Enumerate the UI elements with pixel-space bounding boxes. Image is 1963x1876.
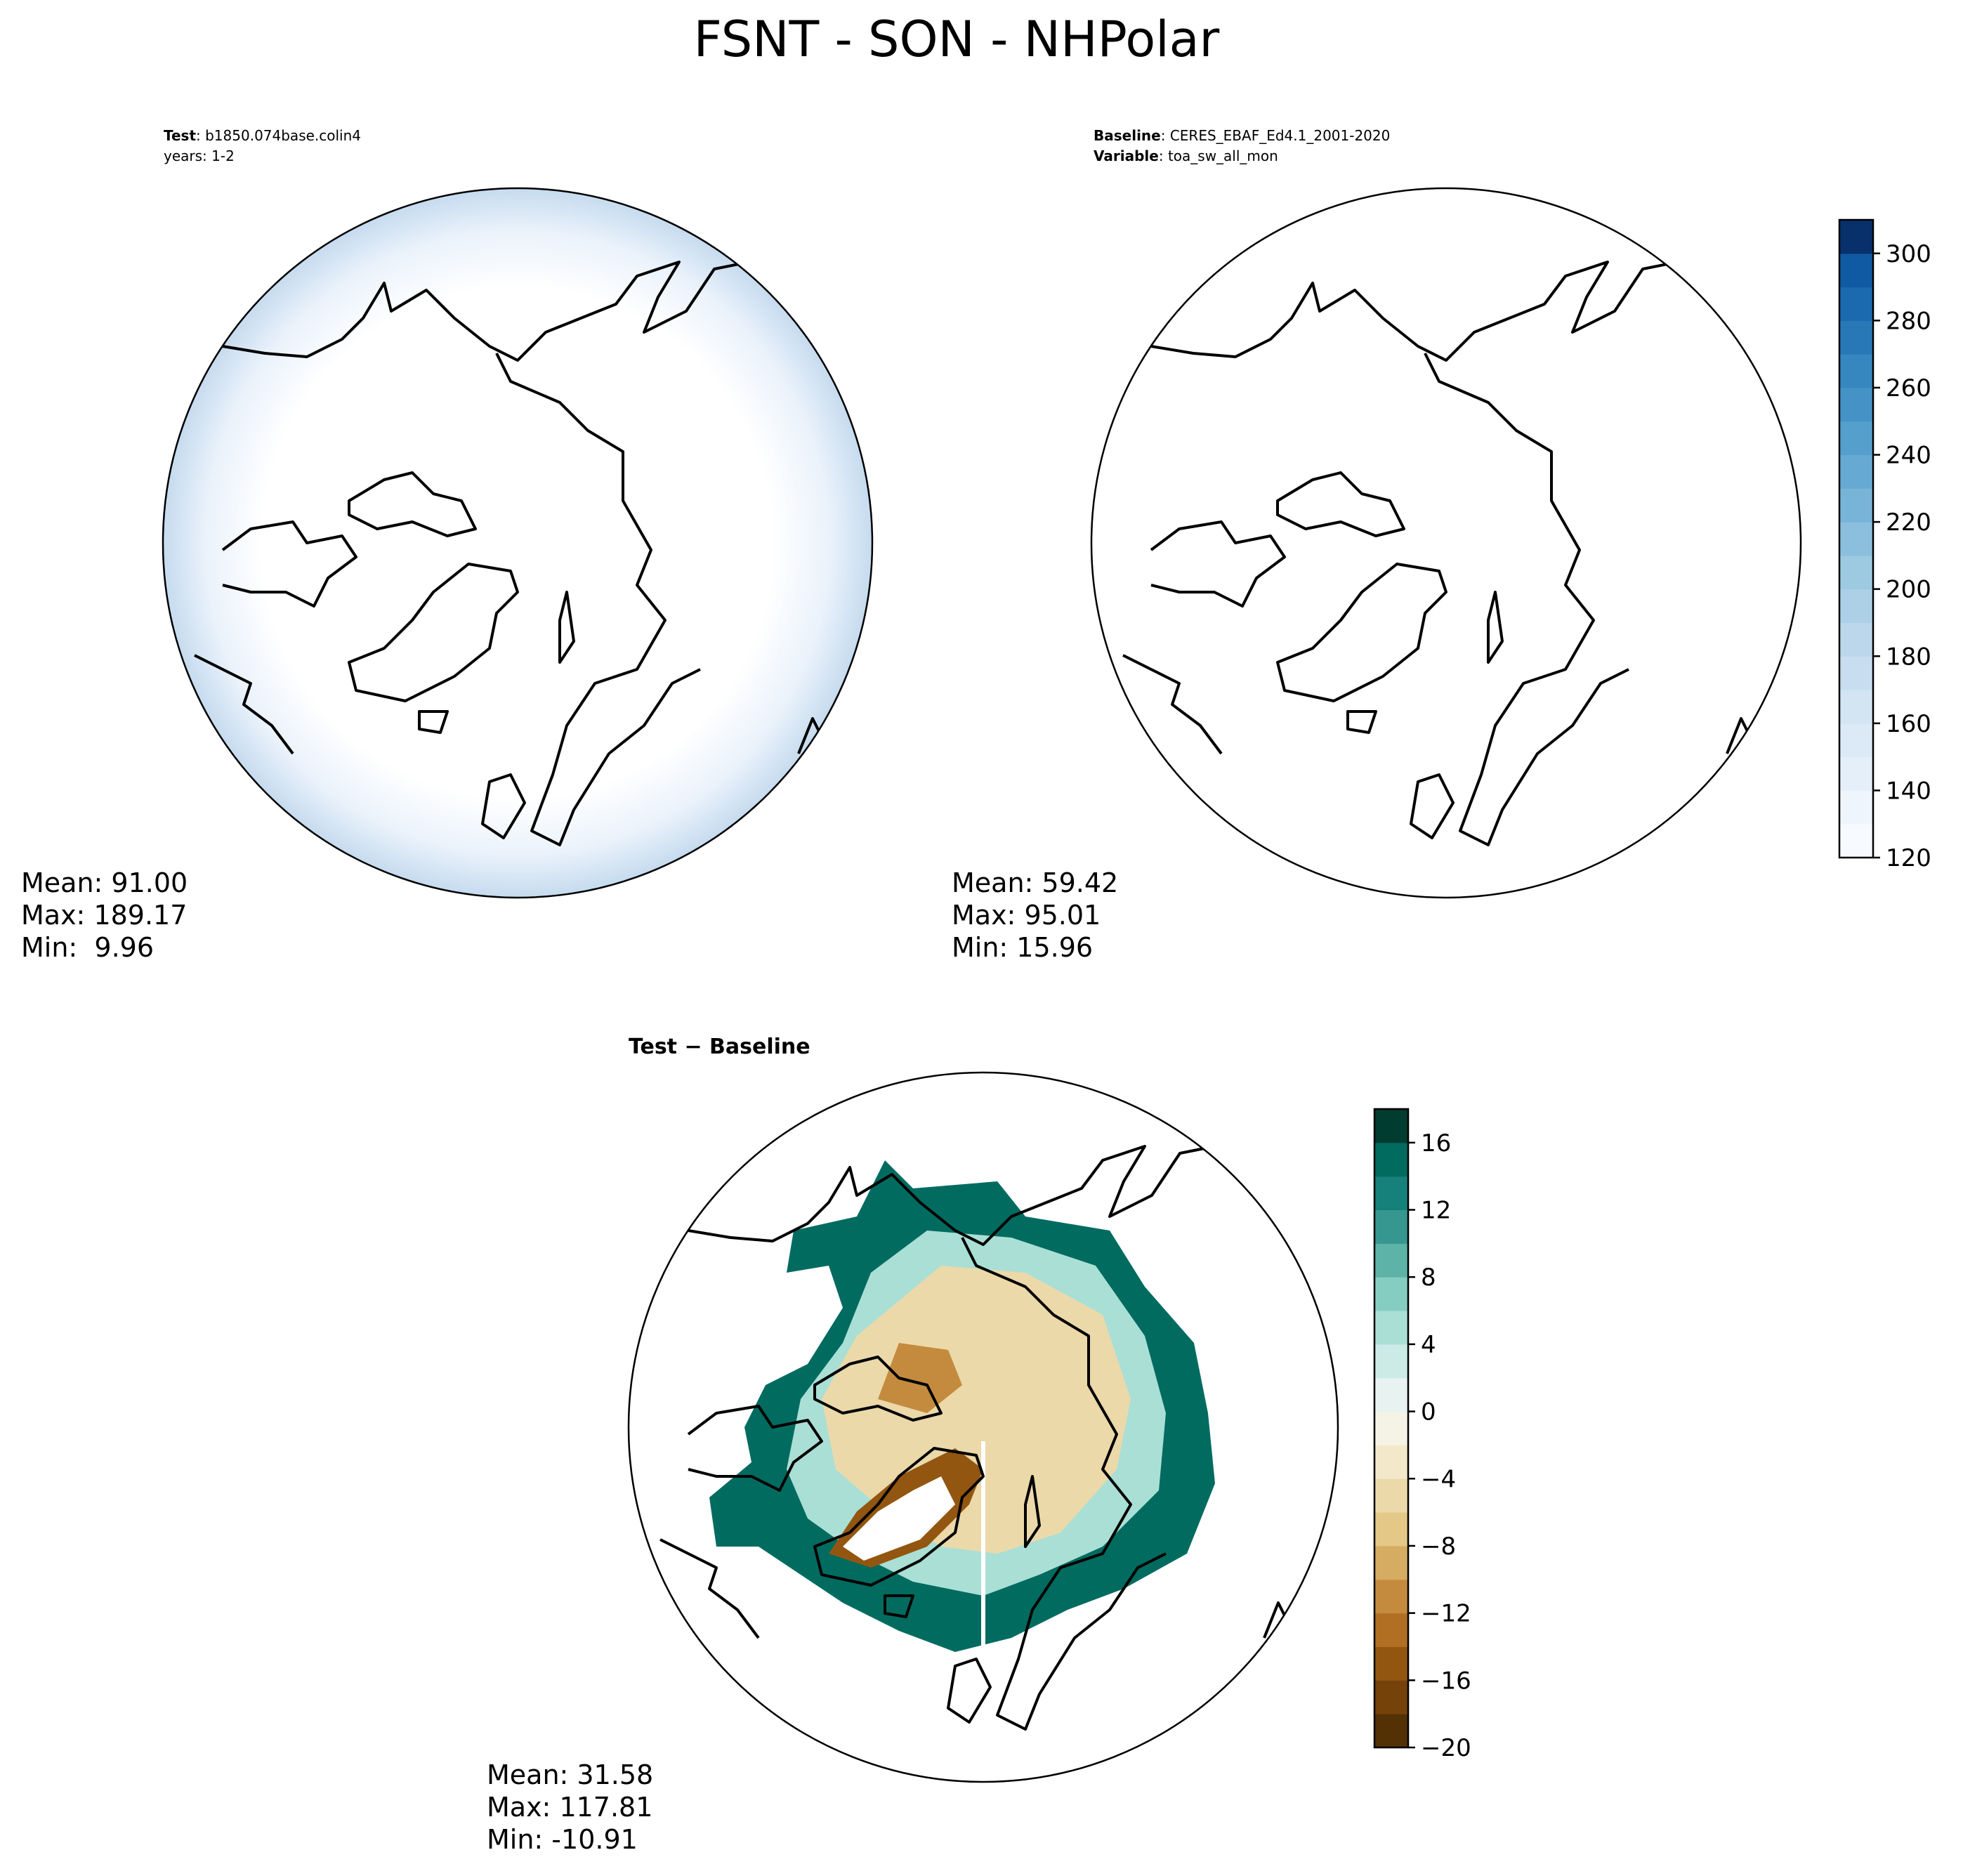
- stat-line: Min: 9.96: [21, 932, 154, 963]
- colorbar-tick-label: 4: [1421, 1331, 1436, 1359]
- colorbar-level: [1374, 1209, 1408, 1244]
- colorbar-level: [1839, 589, 1873, 623]
- colorbar-level: [1374, 1613, 1408, 1647]
- field-fill: [1091, 188, 1801, 898]
- field-fill: [163, 188, 872, 898]
- header-label: Test: [164, 127, 196, 144]
- colorbar-level: [1839, 220, 1873, 254]
- stat-line: Min: 15.96: [952, 932, 1093, 963]
- colorbar-level: [1839, 690, 1873, 724]
- header-label: Variable: [1094, 147, 1159, 164]
- colorbar-tick-label: 220: [1886, 509, 1931, 537]
- colorbar-level: [1839, 287, 1873, 321]
- difference-field: [709, 1160, 1215, 1659]
- panel-header: Baseline: CERES_EBAF_Ed4.1_2001-2020: [1094, 127, 1390, 144]
- stat-line: Max: 95.01: [952, 900, 1101, 931]
- map-boundary: [627, 1071, 1339, 1783]
- colorbar: 120 140 160 180 200 220 240 260 280 300: [1838, 218, 1931, 872]
- panel-header: Variable: toa_sw_all_mon: [1094, 147, 1278, 164]
- colorbar-tick-label: 180: [1886, 643, 1931, 671]
- colorbar-level: [1839, 253, 1873, 288]
- panel-header: Test: b1850.074base.colin4: [164, 127, 361, 144]
- colorbar-level: [1839, 622, 1873, 657]
- header-value: years: 1-2: [164, 147, 235, 164]
- colorbar-tick-label: 120: [1886, 844, 1931, 872]
- colorbar-level: [1839, 522, 1873, 556]
- colorbar-tick-label: 280: [1886, 307, 1931, 335]
- colorbar-tick-label: 200: [1886, 576, 1931, 604]
- colorbar-tick-label: −16: [1421, 1667, 1471, 1695]
- stat-line: Max: 117.81: [487, 1792, 652, 1823]
- colorbar-level: [1374, 1109, 1408, 1143]
- colorbar-level: [1374, 1277, 1408, 1311]
- greenland-gap: [843, 1476, 955, 1561]
- map-test: [162, 187, 874, 899]
- brown-region: [878, 1343, 962, 1413]
- colorbar-level: [1374, 1512, 1408, 1547]
- colorbar-level: [1374, 1545, 1408, 1580]
- colorbar-level: [1839, 790, 1873, 825]
- colorbar-level: [1374, 1680, 1408, 1714]
- stat-line: Mean: 31.58: [487, 1759, 653, 1790]
- colorbar-tick-label: 160: [1886, 710, 1931, 738]
- colorbar-tick-label: 0: [1421, 1398, 1436, 1426]
- header-value: : b1850.074base.colin4: [196, 127, 361, 144]
- colorbar-level: [1374, 1377, 1408, 1412]
- colorbar-tick-label: −20: [1421, 1734, 1471, 1762]
- colorbar-level: [1374, 1445, 1408, 1479]
- colorbar-level: [1374, 1311, 1408, 1345]
- colorbar-level: [1839, 354, 1873, 388]
- panel-header: years: 1-2: [164, 147, 235, 164]
- map-baseline: [1090, 187, 1802, 899]
- stat-line: Mean: 91.00: [21, 867, 188, 898]
- header-value: : CERES_EBAF_Ed4.1_2001-2020: [1161, 127, 1391, 144]
- colorbar-tick-label: 140: [1886, 777, 1931, 805]
- colorbar-tick-label: 12: [1421, 1197, 1451, 1225]
- colorbar-level: [1839, 723, 1873, 758]
- colorbar-level: [1374, 1478, 1408, 1513]
- colorbar-frame: [1373, 1108, 1410, 1749]
- colorbar-level: [1839, 555, 1873, 590]
- colorbar-tick-label: −12: [1421, 1600, 1471, 1628]
- colorbar-tick-label: 240: [1886, 442, 1931, 470]
- colorbar-frame: [1838, 218, 1875, 859]
- colorbar-tick-label: −4: [1421, 1465, 1456, 1493]
- colorbar-level: [1839, 454, 1873, 489]
- colorbar-level: [1374, 1579, 1408, 1614]
- stat-line: Min: -10.91: [487, 1824, 638, 1855]
- figure-title: FSNT - SON - NHPolar: [694, 11, 1220, 68]
- colorbar-tick-label: 8: [1421, 1264, 1436, 1292]
- colorbar: −20 −16 −12 −8 −4 0 4 8 12 16: [1373, 1108, 1471, 1762]
- colorbar-level: [1374, 1142, 1408, 1177]
- colorbar-level: [1374, 1714, 1408, 1748]
- header-label: Baseline: [1094, 127, 1161, 144]
- map-difference: [627, 1071, 1339, 1783]
- stat-line: Mean: 59.42: [952, 867, 1118, 898]
- colorbar-level: [1374, 1176, 1408, 1211]
- colorbar-level: [1839, 756, 1873, 791]
- header-label: Test − Baseline: [629, 1035, 810, 1059]
- header-value: : toa_sw_all_mon: [1159, 147, 1278, 164]
- colorbar-level: [1374, 1646, 1408, 1681]
- colorbar-level: [1374, 1411, 1408, 1445]
- map-boundary: [162, 187, 874, 899]
- map-boundary: [1090, 187, 1802, 899]
- panel-header: Test − Baseline: [629, 1035, 810, 1059]
- colorbar-tick-label: 300: [1886, 240, 1931, 268]
- colorbar-level: [1374, 1243, 1408, 1278]
- colorbar-level: [1839, 320, 1873, 355]
- colorbar-tick-label: −8: [1421, 1533, 1456, 1561]
- colorbar-tick-label: 260: [1886, 374, 1931, 402]
- colorbar-tick-label: 16: [1421, 1129, 1451, 1157]
- seam: [981, 1441, 985, 1659]
- colorbar-level: [1374, 1344, 1408, 1379]
- colorbar-level: [1839, 421, 1873, 456]
- stat-line: Max: 189.17: [21, 900, 187, 931]
- colorbar-level: [1839, 488, 1873, 523]
- colorbar-level: [1839, 387, 1873, 422]
- colorbar-level: [1839, 656, 1873, 690]
- colorbar-level: [1839, 824, 1873, 858]
